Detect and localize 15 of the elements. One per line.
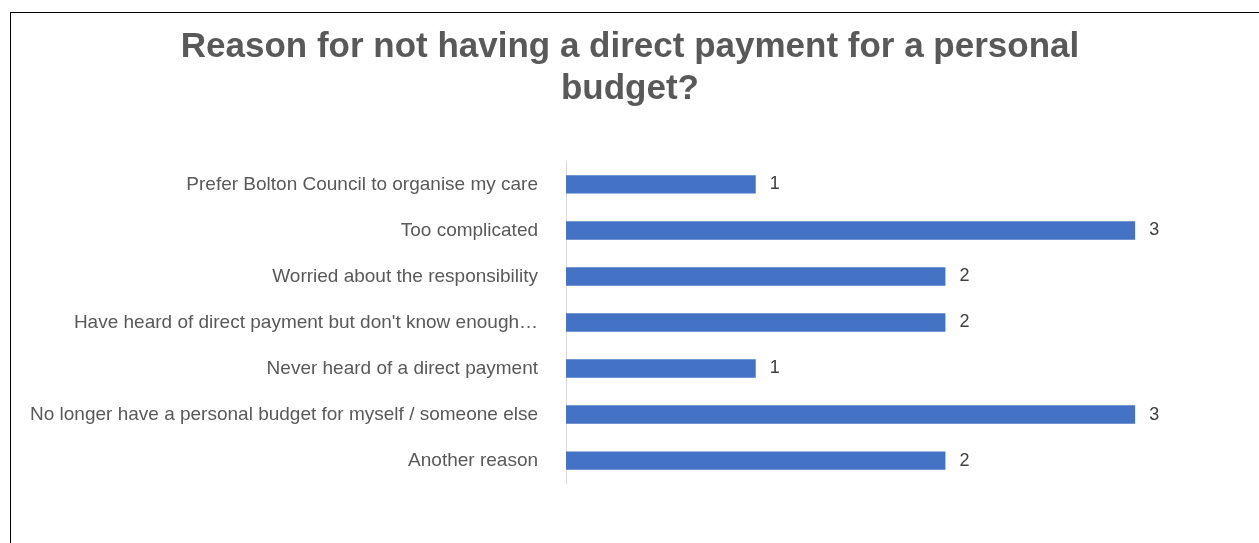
y-tick-label: Have heard of direct payment but don't know enough… xyxy=(73,310,539,332)
data-label: 2 xyxy=(959,311,970,332)
y-tick-label: No longer have a personal budget for myself / someone else xyxy=(29,402,539,424)
data-label: 1 xyxy=(769,173,780,194)
data-label: 2 xyxy=(959,449,970,470)
data-label: 3 xyxy=(1149,219,1160,240)
y-tick-label: Worried about the responsibility xyxy=(272,264,539,286)
y-tick-label: Prefer Bolton Council to organise my care xyxy=(186,172,539,194)
y-tick-label: Too complicated xyxy=(400,218,539,240)
data-label: 1 xyxy=(769,357,780,378)
chart-title: Reason for not having a direct payment for a personal budget? xyxy=(179,24,1081,108)
data-label: 3 xyxy=(1149,403,1160,424)
y-tick-label: Another reason xyxy=(408,448,539,470)
data-label: 2 xyxy=(959,265,970,286)
y-tick-label: Never heard of a direct payment xyxy=(266,356,539,378)
